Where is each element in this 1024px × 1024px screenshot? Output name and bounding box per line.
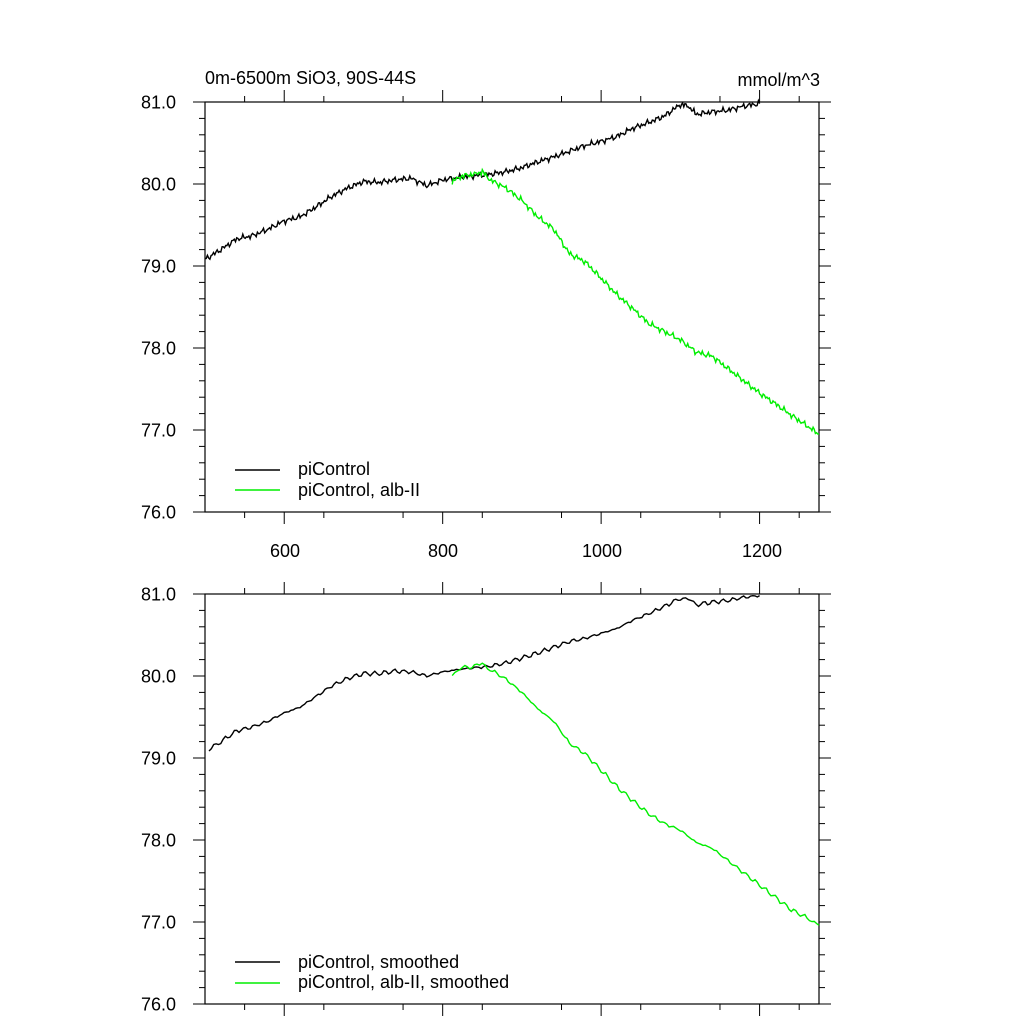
x-tick-label: 1200 bbox=[742, 541, 782, 561]
bottom-y-tick-labels: 76.0 77.0 78.0 79.0 80.0 81.0 bbox=[141, 585, 176, 1015]
bottom-series-lines bbox=[208, 594, 820, 926]
legend-label: piControl, alb-II bbox=[298, 480, 420, 500]
top-plot-frame bbox=[204, 101, 820, 513]
series-line-picontrol-alb-ii-smoothed bbox=[451, 662, 820, 926]
bottom-panel: 76.0 77.0 78.0 79.0 80.0 81.0 piControl,… bbox=[141, 582, 831, 1016]
x-tick-label: 800 bbox=[428, 541, 458, 561]
bottom-plot-frame bbox=[204, 593, 820, 1005]
x-tick-label: 1000 bbox=[582, 541, 622, 561]
top-series-lines bbox=[204, 98, 819, 435]
series-line-picontrol-alb-ii bbox=[451, 167, 819, 435]
y-tick-label: 78.0 bbox=[141, 831, 176, 851]
legend-label: piControl, alb-II, smoothed bbox=[298, 972, 509, 992]
x-tick-label: 600 bbox=[270, 541, 300, 561]
bottom-legend: piControl, smoothed piControl, alb-II, s… bbox=[235, 952, 509, 992]
chart-title-left: 0m-6500m SiO3, 90S-44S bbox=[205, 68, 416, 88]
chart-units-label: mmol/m^3 bbox=[738, 70, 820, 90]
top-legend: piControl piControl, alb-II bbox=[235, 459, 420, 500]
y-tick-label: 79.0 bbox=[141, 749, 176, 769]
series-line-picontrol-smoothed bbox=[208, 594, 760, 752]
y-tick-label: 77.0 bbox=[141, 913, 176, 933]
y-tick-label: 76.0 bbox=[141, 995, 176, 1015]
bottom-ticks bbox=[193, 582, 831, 1016]
top-ticks bbox=[193, 90, 831, 524]
top-y-tick-labels: 76.0 77.0 78.0 79.0 80.0 81.0 bbox=[141, 93, 176, 523]
legend-label: piControl, smoothed bbox=[298, 952, 459, 972]
legend-label: piControl bbox=[298, 459, 370, 479]
series-line-picontrol bbox=[204, 98, 761, 261]
y-tick-label: 79.0 bbox=[141, 257, 176, 277]
top-panel: 0m-6500m SiO3, 90S-44S mmol/m^3 76.0 77.… bbox=[141, 68, 831, 561]
y-tick-label: 81.0 bbox=[141, 93, 176, 113]
y-tick-label: 80.0 bbox=[141, 667, 176, 687]
y-tick-label: 81.0 bbox=[141, 585, 176, 605]
y-tick-label: 78.0 bbox=[141, 339, 176, 359]
y-tick-label: 77.0 bbox=[141, 421, 176, 441]
y-tick-label: 76.0 bbox=[141, 503, 176, 523]
y-tick-label: 80.0 bbox=[141, 175, 176, 195]
top-x-tick-labels: 600 800 1000 1200 bbox=[270, 541, 782, 561]
